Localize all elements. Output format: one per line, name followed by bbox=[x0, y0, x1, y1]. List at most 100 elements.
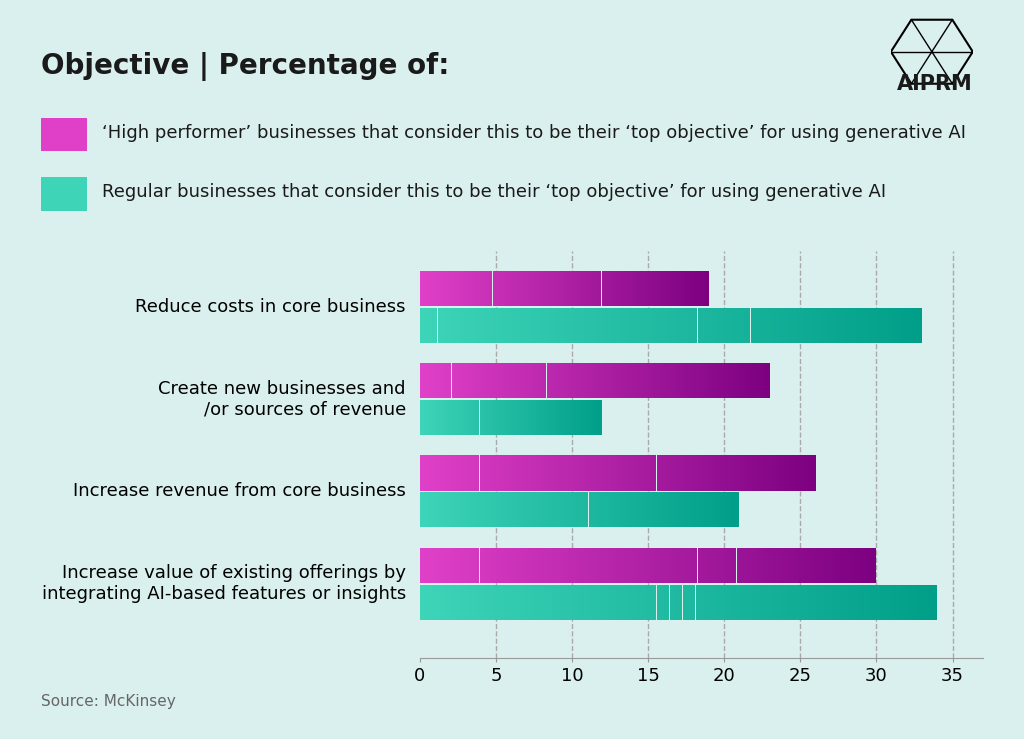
Bar bbox=[639, 455, 641, 491]
Bar bbox=[743, 548, 745, 583]
Bar bbox=[471, 492, 473, 528]
Bar bbox=[851, 548, 854, 583]
Bar bbox=[477, 492, 479, 528]
Bar bbox=[485, 455, 487, 491]
Bar bbox=[785, 307, 788, 343]
Bar bbox=[503, 307, 506, 343]
Bar bbox=[621, 270, 622, 306]
Bar bbox=[498, 363, 499, 398]
Bar bbox=[540, 363, 542, 398]
Bar bbox=[519, 492, 521, 528]
Bar bbox=[667, 455, 669, 491]
Bar bbox=[656, 455, 658, 491]
Bar bbox=[898, 585, 901, 620]
Bar bbox=[682, 363, 684, 398]
Bar bbox=[626, 492, 627, 528]
Bar bbox=[425, 307, 427, 343]
Bar bbox=[489, 270, 492, 306]
Bar bbox=[794, 307, 796, 343]
Bar bbox=[530, 548, 532, 583]
Bar bbox=[754, 455, 756, 491]
Bar bbox=[904, 307, 907, 343]
Bar bbox=[458, 455, 460, 491]
Bar bbox=[901, 585, 903, 620]
Bar bbox=[503, 585, 506, 620]
Bar bbox=[643, 363, 645, 398]
Bar bbox=[529, 363, 530, 398]
Bar bbox=[521, 307, 523, 343]
Bar bbox=[490, 363, 492, 398]
Bar bbox=[541, 455, 543, 491]
Bar bbox=[452, 270, 454, 306]
Bar bbox=[584, 585, 587, 620]
Bar bbox=[611, 307, 614, 343]
Bar bbox=[574, 455, 577, 491]
Bar bbox=[508, 363, 510, 398]
Bar bbox=[479, 492, 481, 528]
Bar bbox=[609, 492, 611, 528]
Bar bbox=[420, 585, 423, 620]
Bar bbox=[672, 492, 674, 528]
Bar bbox=[812, 585, 815, 620]
Bar bbox=[766, 363, 768, 398]
Bar bbox=[555, 363, 557, 398]
Bar bbox=[592, 548, 594, 583]
Bar bbox=[446, 270, 447, 306]
Bar bbox=[542, 492, 544, 528]
Bar bbox=[615, 492, 617, 528]
Bar bbox=[437, 363, 439, 398]
Bar bbox=[725, 307, 728, 343]
Bar bbox=[673, 270, 674, 306]
Bar bbox=[608, 548, 610, 583]
Bar bbox=[756, 455, 758, 491]
Bar bbox=[617, 270, 618, 306]
Bar bbox=[837, 307, 839, 343]
Bar bbox=[642, 270, 644, 306]
Bar bbox=[792, 548, 794, 583]
Bar bbox=[858, 548, 860, 583]
Bar bbox=[550, 492, 552, 528]
Bar bbox=[601, 548, 603, 583]
Bar bbox=[517, 270, 519, 306]
Bar bbox=[548, 492, 550, 528]
Bar bbox=[622, 270, 624, 306]
Bar bbox=[710, 363, 712, 398]
Bar bbox=[558, 585, 560, 620]
Bar bbox=[807, 585, 810, 620]
Bar bbox=[569, 363, 571, 398]
Bar bbox=[914, 307, 918, 343]
Bar bbox=[805, 585, 807, 620]
Bar bbox=[586, 270, 587, 306]
Bar bbox=[645, 548, 647, 583]
Bar bbox=[563, 455, 565, 491]
Bar bbox=[840, 548, 842, 583]
Bar bbox=[714, 548, 716, 583]
Bar bbox=[729, 585, 732, 620]
Bar bbox=[703, 585, 706, 620]
Bar bbox=[646, 455, 648, 491]
Bar bbox=[454, 270, 455, 306]
Bar bbox=[637, 307, 639, 343]
Bar bbox=[424, 270, 426, 306]
Bar bbox=[552, 270, 554, 306]
Bar bbox=[617, 585, 621, 620]
Bar bbox=[580, 270, 582, 306]
Bar bbox=[866, 307, 869, 343]
Bar bbox=[442, 548, 445, 583]
Bar bbox=[563, 492, 564, 528]
Bar bbox=[463, 307, 465, 343]
Bar bbox=[665, 363, 667, 398]
Bar bbox=[701, 270, 703, 306]
Bar bbox=[655, 270, 656, 306]
Bar bbox=[442, 363, 444, 398]
Bar bbox=[672, 270, 673, 306]
Bar bbox=[480, 307, 483, 343]
Bar bbox=[485, 363, 486, 398]
Bar bbox=[537, 548, 540, 583]
Bar bbox=[487, 455, 489, 491]
Bar bbox=[699, 548, 702, 583]
Bar bbox=[754, 363, 756, 398]
Bar bbox=[738, 363, 740, 398]
Bar bbox=[716, 492, 717, 528]
Bar bbox=[646, 492, 648, 528]
